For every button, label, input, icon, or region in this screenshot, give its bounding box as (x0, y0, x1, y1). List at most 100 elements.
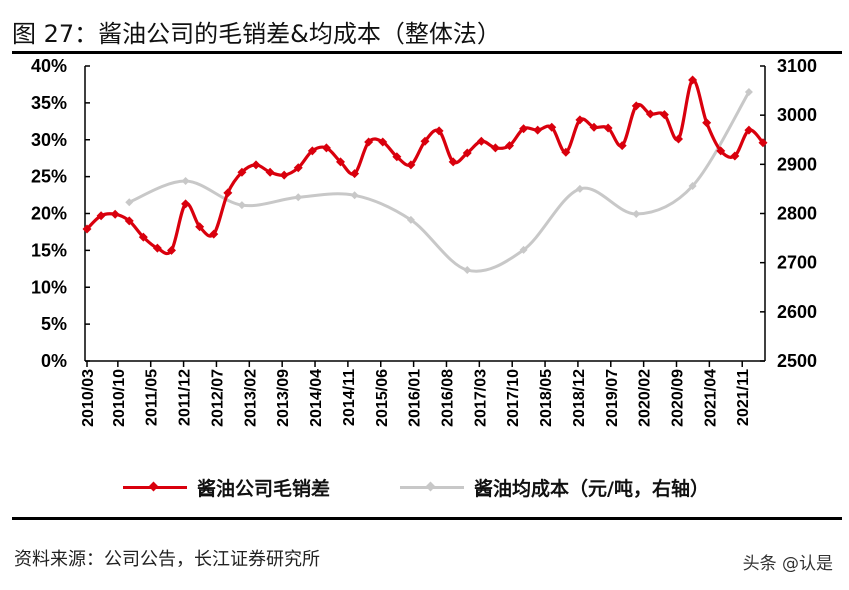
data-point (364, 137, 374, 147)
data-point (603, 123, 613, 133)
data-point (645, 109, 655, 119)
x-tick-label: 2015/06 (374, 369, 391, 427)
x-tick-label: 2013/02 (242, 369, 259, 427)
data-point (152, 243, 162, 253)
bottom-divider (12, 517, 842, 520)
data-point (632, 209, 641, 218)
data-point (463, 266, 472, 275)
x-tick-label: 2018/12 (571, 369, 588, 427)
data-point (124, 216, 134, 226)
series-margin (82, 75, 768, 256)
legend-item-margin: 酱油公司毛销差 (123, 474, 330, 501)
right-tick-label: 3000 (777, 105, 817, 125)
legend-item-cost: 酱油均成本（元/吨，右轴） (400, 474, 709, 501)
data-point (167, 245, 176, 255)
data-point (490, 143, 500, 153)
right-tick-label: 3100 (777, 56, 817, 76)
data-point (110, 209, 120, 219)
data-point (378, 137, 388, 147)
data-point (209, 229, 219, 239)
data-point (519, 245, 528, 254)
data-point (575, 115, 585, 125)
left-tick-label: 15% (31, 240, 67, 260)
data-point (547, 122, 557, 132)
right-tick-label: 2500 (777, 351, 817, 371)
right-tick-label: 2900 (777, 154, 817, 174)
data-point (181, 177, 190, 186)
data-point (476, 136, 486, 146)
data-point (237, 201, 246, 210)
series-line (128, 91, 751, 273)
x-tick-label: 2019/07 (604, 369, 621, 427)
data-point (688, 75, 698, 85)
data-point (223, 188, 233, 198)
x-tick-label: 2017/10 (505, 369, 522, 427)
data-point (251, 160, 261, 170)
legend-label-cost: 酱油均成本（元/吨，右轴） (474, 478, 709, 500)
x-tick-label: 2021/04 (702, 369, 719, 427)
data-point (406, 160, 416, 170)
x-tick-label: 2014/04 (308, 369, 325, 427)
legend-marker-red-icon (123, 481, 187, 492)
data-point (350, 191, 359, 200)
data-point (617, 141, 627, 151)
right-tick-label: 2700 (777, 253, 817, 273)
left-tick-label: 40% (31, 56, 67, 76)
data-point (631, 101, 641, 111)
left-tick-label: 30% (31, 130, 67, 150)
data-point (195, 222, 205, 232)
left-tick-label: 35% (31, 93, 67, 113)
data-point (350, 169, 360, 179)
data-point (293, 163, 303, 173)
x-tick-label: 2020/09 (670, 369, 687, 427)
data-point (392, 152, 402, 162)
data-point (505, 141, 514, 151)
data-point (462, 148, 472, 158)
x-tick-label: 2010/03 (80, 369, 97, 427)
x-tick-label: 2013/09 (275, 369, 292, 427)
legend-label-margin: 酱油公司毛销差 (197, 478, 331, 500)
chart: 0% 5% 10% 15% 20% 25% 30% 35% 40% 2500 2600 2700 280… (31, 56, 817, 427)
data-point (125, 198, 134, 207)
x-tick-label: 2016/08 (439, 369, 456, 427)
left-tick-label: 20% (31, 204, 67, 224)
data-point (294, 193, 303, 202)
data-point (519, 124, 529, 134)
x-tick-label: 2010/10 (111, 369, 128, 427)
data-point (744, 125, 754, 135)
data-point (589, 122, 599, 132)
watermark: 头条 @认是 (742, 554, 833, 574)
data-point (265, 167, 275, 177)
data-point (716, 146, 726, 156)
data-point (702, 118, 712, 128)
data-point (674, 134, 683, 144)
data-point (138, 232, 148, 242)
data-point (659, 110, 669, 120)
x-tick-label: 2020/02 (637, 369, 654, 427)
data-point (575, 184, 584, 193)
data-point (434, 126, 444, 136)
data-point (96, 211, 106, 221)
data-point (420, 136, 430, 146)
data-point (279, 170, 289, 180)
legend-marker-gray-icon (400, 481, 464, 492)
x-tick-label: 2016/01 (407, 369, 424, 427)
series-avg-cost (125, 88, 753, 275)
data-point (448, 157, 458, 167)
left-tick-label: 0% (41, 351, 67, 371)
figure-title: 图 27：酱油公司的毛销差&均成本（整体法） (12, 20, 501, 48)
x-tick-label: 2017/03 (472, 369, 489, 427)
left-tick-label: 10% (31, 277, 67, 297)
data-point (336, 157, 345, 167)
x-tick-label: 2018/05 (538, 369, 555, 427)
legend: 酱油公司毛销差 酱油均成本（元/吨，右轴） (0, 474, 849, 504)
data-point (321, 143, 331, 153)
data-point (307, 146, 317, 156)
left-tick-label: 5% (41, 314, 67, 334)
source-note: 资料来源：公司公告，长江证券研究所 (14, 549, 320, 570)
x-tick-label: 2021/11 (735, 369, 752, 426)
data-point (730, 151, 740, 161)
data-point (82, 224, 92, 234)
data-point (181, 199, 191, 209)
data-point (744, 88, 753, 97)
